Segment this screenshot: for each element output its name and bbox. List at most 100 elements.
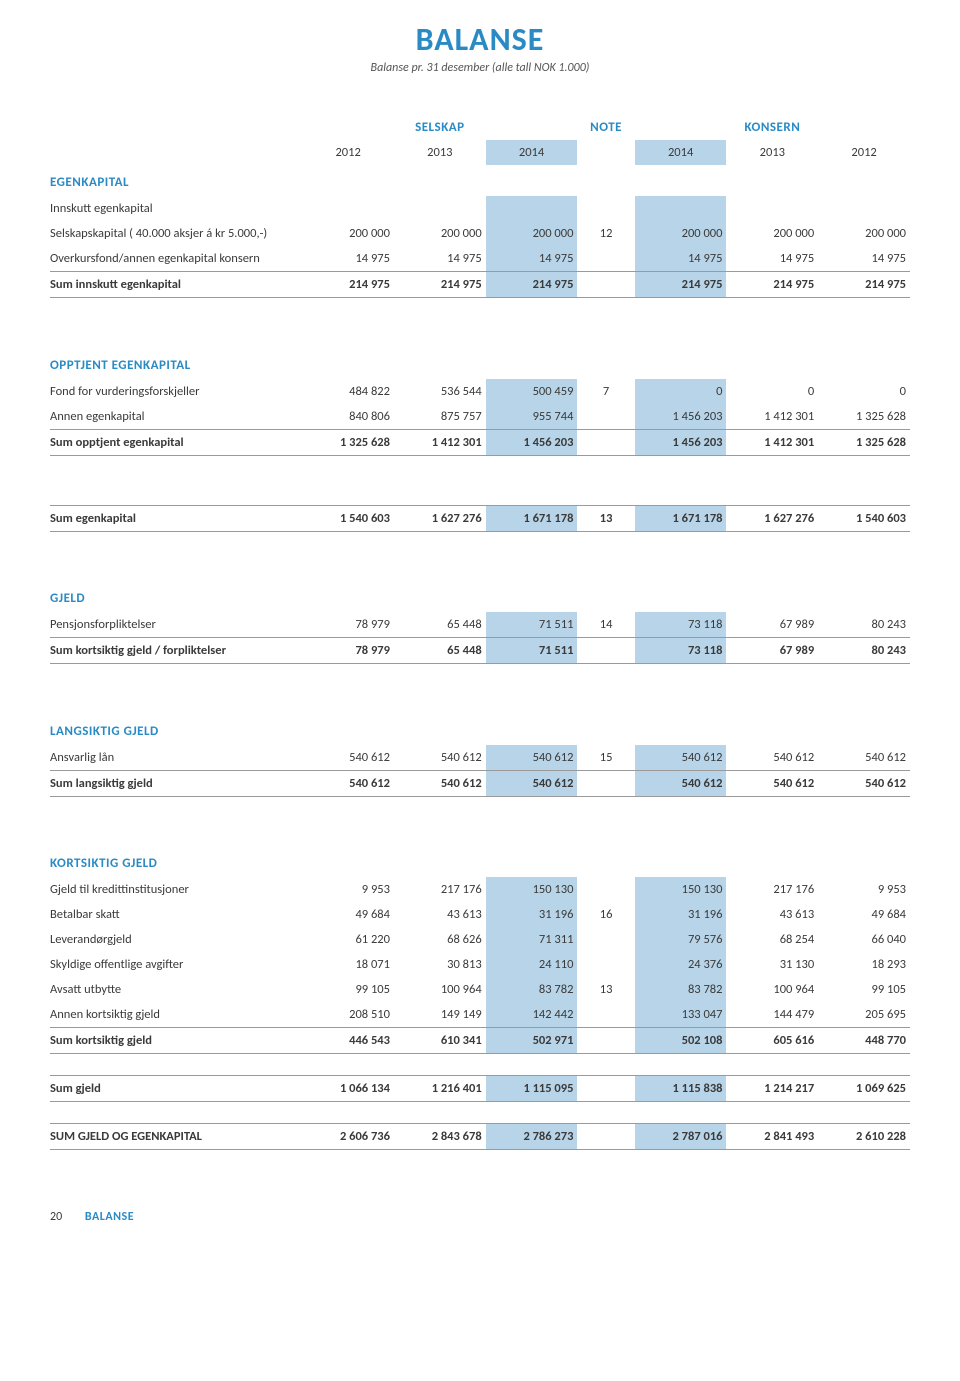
value-cell: 2 841 493 [726, 1124, 818, 1150]
value-cell: 99 105 [302, 977, 394, 1002]
table-row: Pensjonsforpliktelser78 97965 44871 5111… [50, 612, 910, 638]
section-heading-label: LANGSIKTIG GJELD [50, 714, 910, 745]
note-cell [577, 770, 634, 796]
table-row: Betalbar skatt49 68443 61331 1961631 196… [50, 902, 910, 927]
value-cell: 1 325 628 [818, 429, 910, 455]
value-cell: 540 612 [818, 770, 910, 796]
value-cell: 14 975 [818, 246, 910, 272]
note-cell [577, 429, 634, 455]
value-cell: 200 000 [394, 221, 486, 246]
value-cell: 83 782 [635, 977, 727, 1002]
row-label: Fond for vurderingsforskjeller [50, 379, 302, 404]
value-cell: 1 456 203 [635, 429, 727, 455]
value-cell: 68 626 [394, 927, 486, 952]
value-cell: 0 [635, 379, 727, 404]
value-cell: 200 000 [818, 221, 910, 246]
value-cell: 144 479 [726, 1002, 818, 1028]
value-cell: 79 576 [635, 927, 727, 952]
value-cell: 133 047 [635, 1002, 727, 1028]
year-s-1: 2013 [394, 140, 486, 165]
table-row: SUM GJELD OG EGENKAPITAL2 606 7362 843 6… [50, 1124, 910, 1150]
note-cell [577, 1002, 634, 1028]
row-label: Sum opptjent egenkapital [50, 429, 302, 455]
value-cell: 100 964 [394, 977, 486, 1002]
value-cell: 14 975 [726, 246, 818, 272]
value-cell: 200 000 [726, 221, 818, 246]
table-row: Annen kortsiktig gjeld208 510149 149142 … [50, 1002, 910, 1028]
value-cell: 14 975 [486, 246, 578, 272]
value-cell: 43 613 [394, 902, 486, 927]
value-cell [635, 196, 727, 221]
value-cell: 1 456 203 [635, 404, 727, 430]
value-cell: 1 216 401 [394, 1076, 486, 1102]
value-cell: 955 744 [486, 404, 578, 430]
row-label: Skyldige offentlige avgifter [50, 952, 302, 977]
section-heading: OPPTJENT EGENKAPITAL [50, 348, 910, 379]
year-s-0: 2012 [302, 140, 394, 165]
section-heading-label: OPPTJENT EGENKAPITAL [50, 348, 910, 379]
note-cell [577, 877, 634, 902]
note-cell: 15 [577, 745, 634, 771]
note-cell [577, 404, 634, 430]
value-cell: 49 684 [302, 902, 394, 927]
value-cell [726, 196, 818, 221]
value-cell: 78 979 [302, 612, 394, 638]
value-cell: 1 671 178 [486, 505, 578, 531]
value-cell: 540 612 [818, 745, 910, 771]
value-cell: 484 822 [302, 379, 394, 404]
year-k-1: 2013 [726, 140, 818, 165]
value-cell: 540 612 [394, 745, 486, 771]
value-cell: 0 [726, 379, 818, 404]
value-cell: 1 325 628 [818, 404, 910, 430]
header-konsern: KONSERN [635, 115, 910, 140]
table-row: Skyldige offentlige avgifter18 07130 813… [50, 952, 910, 977]
row-label: Ansvarlig lån [50, 745, 302, 771]
value-cell: 18 293 [818, 952, 910, 977]
section-heading: EGENKAPITAL [50, 165, 910, 196]
value-cell: 208 510 [302, 1002, 394, 1028]
table-row: Avsatt utbytte99 105100 96483 7821383 78… [50, 977, 910, 1002]
value-cell: 214 975 [394, 272, 486, 298]
value-cell: 502 971 [486, 1028, 578, 1054]
value-cell: 448 770 [818, 1028, 910, 1054]
note-cell: 13 [577, 977, 634, 1002]
row-label: Gjeld til kredittinstitusjoner [50, 877, 302, 902]
note-cell: 7 [577, 379, 634, 404]
value-cell: 214 975 [818, 272, 910, 298]
table-row: Ansvarlig lån540 612540 612540 61215540 … [50, 745, 910, 771]
value-cell: 73 118 [635, 638, 727, 664]
value-cell: 67 989 [726, 638, 818, 664]
value-cell: 540 612 [486, 745, 578, 771]
value-cell [818, 196, 910, 221]
value-cell: 1 115 095 [486, 1076, 578, 1102]
value-cell: 840 806 [302, 404, 394, 430]
note-cell [577, 1124, 634, 1150]
value-cell [302, 196, 394, 221]
value-cell: 68 254 [726, 927, 818, 952]
value-cell: 71 511 [486, 638, 578, 664]
value-cell: 536 544 [394, 379, 486, 404]
value-cell: 1 671 178 [635, 505, 727, 531]
value-cell: 99 105 [818, 977, 910, 1002]
value-cell: 1 325 628 [302, 429, 394, 455]
year-k-2: 2012 [818, 140, 910, 165]
row-label: Leverandørgjeld [50, 927, 302, 952]
header-selskap: SELSKAP [302, 115, 577, 140]
value-cell: 214 975 [486, 272, 578, 298]
value-cell: 1 214 217 [726, 1076, 818, 1102]
value-cell: 214 975 [302, 272, 394, 298]
value-cell: 71 311 [486, 927, 578, 952]
value-cell: 83 782 [486, 977, 578, 1002]
value-cell: 1 627 276 [394, 505, 486, 531]
value-cell: 1 540 603 [302, 505, 394, 531]
value-cell: 1 627 276 [726, 505, 818, 531]
value-cell: 605 616 [726, 1028, 818, 1054]
table-row: Overkursfond/annen egenkapital konsern14… [50, 246, 910, 272]
note-cell [577, 272, 634, 298]
table-row: Sum opptjent egenkapital1 325 6281 412 3… [50, 429, 910, 455]
note-cell: 13 [577, 505, 634, 531]
value-cell: 142 442 [486, 1002, 578, 1028]
section-heading-label: GJELD [50, 581, 910, 612]
value-cell: 200 000 [302, 221, 394, 246]
value-cell: 31 196 [635, 902, 727, 927]
